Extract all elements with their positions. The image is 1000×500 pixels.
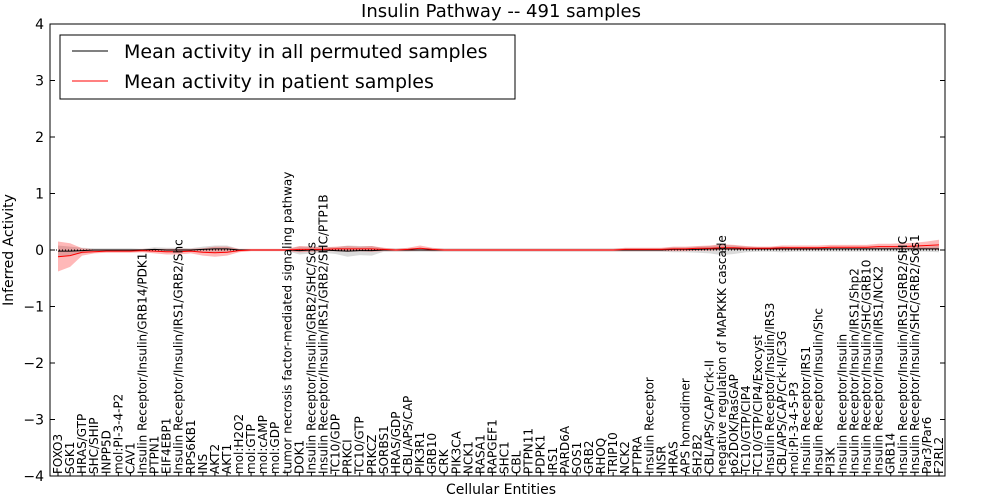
x-tick-label: SGK1 (63, 442, 77, 474)
x-tick-label: RAPGEF1 (486, 419, 500, 474)
x-tick-label: GRB2 (582, 440, 596, 474)
x-tick-label: mol:GTP (244, 424, 258, 474)
series-lines (57, 244, 940, 258)
x-tick-label: p62DOK/RasGAP (727, 374, 741, 474)
x-tick-label: Insulin Receptor/Insulin/IRS1/GRB2/SHC/P… (317, 194, 331, 474)
x-tick-label: Insulin Receptor/Insulin (836, 334, 850, 474)
y-tick-labels: −4 −3 −2 −1 0 1 2 3 4 (23, 17, 44, 485)
x-tick-label: INS (196, 454, 210, 474)
x-tick-label: TC10/GDP (329, 414, 343, 475)
x-tick-label: mol:PI-3-4-5-P3 (787, 382, 801, 474)
y-tick-label: −4 (23, 469, 44, 485)
x-tick-label: FOXO3 (51, 434, 65, 474)
x-tick-label: AKT1 (220, 444, 234, 474)
x-tick-label: RASA1 (473, 434, 487, 474)
x-tick-label: RPS6KB1 (184, 419, 198, 474)
x-tick-label: CBL/APS/CAP/Crk-II (703, 360, 717, 474)
x-tick-label: Insulin Receptor (642, 377, 656, 474)
x-tick-label: AKT2 (208, 444, 222, 474)
plot-frame (49, 23, 946, 477)
y-tick-label: 2 (35, 130, 44, 146)
x-tick-label: CBL (510, 450, 524, 474)
x-tick-label: SOS1 (570, 442, 584, 474)
y-tick-label: 0 (35, 243, 44, 259)
x-tick-label: Par3/Par6 (920, 417, 934, 474)
x-tick-label: Insulin Receptor/Insulin/GRB2/SHC/Sos (304, 242, 318, 474)
x-tick-labels: FOXO3SGK1HRAS/GTPSHC/SHIPINPP5Dmol:PI-3-… (51, 172, 946, 475)
x-tick-label: IRS1 (546, 447, 560, 474)
x-tick-label: NCK1 (461, 441, 475, 474)
band-patient (58, 239, 939, 272)
x-tick-label: SORBS1 (377, 425, 391, 474)
x-tick-label: mol:H2O2 (232, 414, 246, 474)
x-tick-label: EIF4EBP1 (160, 418, 174, 474)
x-tick-label: PDPK1 (534, 435, 548, 474)
x-tick-label: GRB14 (884, 433, 898, 474)
x-tick-label: TC10/GTP/CIP4 (739, 385, 753, 475)
x-tick-label: PTPN1 (148, 436, 162, 474)
y-tick-label: 4 (35, 17, 44, 33)
legend-label-permuted: Mean activity in all permuted samples (124, 41, 487, 63)
x-tick-label: HRAS/GTP (75, 414, 89, 474)
x-tick-label: PARD6A (558, 425, 572, 474)
legend: Mean activity in all permuted samples Me… (59, 34, 516, 100)
x-tick-label: CAV1 (123, 442, 137, 474)
x-tick-label: SHC1 (498, 441, 512, 474)
y-tick-label: −2 (23, 356, 44, 372)
x-tick-label: DOK1 (292, 440, 306, 474)
x-tick-label: RHOQ (594, 438, 608, 474)
x-tick-label: INPP5D (99, 430, 113, 474)
x-tick-label: TC10/GTP (353, 416, 367, 475)
x-tick-label: tumor necrosis factor-mediated signaling… (280, 172, 294, 474)
x-tick-label: PRKCI (341, 439, 355, 474)
x-tick-label: Insulin Receptor/IRS1 (799, 346, 813, 474)
x-tick-label: Insulin Receptor/Insulin/IRS1/Shp2 (848, 268, 862, 474)
x-tick-label: Insulin Receptor/Insulin/GRB14/PDK1 (136, 253, 150, 474)
x-tick-label: SH2B2 (691, 434, 705, 474)
x-tick-label: CBL/APS/CAP/Crk-II/C3G (775, 331, 789, 474)
x-tick-label: mol:cAMP (256, 415, 270, 474)
x-tick-label: negative regulation of MAPKKK cascade (715, 235, 729, 474)
x-tick-label: CRK (437, 448, 451, 474)
y-tick-label: 3 (35, 74, 44, 90)
x-tick-label: Insulin Receptor/Insulin/IRS1/GRB2/SHC (896, 236, 910, 474)
x-tick-label: Insulin Receptor/Insulin/Shc (811, 308, 825, 474)
x-tick-label: SHC/SHIP (87, 418, 101, 474)
x-tick-label: F2RL2 (932, 437, 946, 474)
x-tick-label: PTPN11 (522, 428, 536, 474)
legend-box (59, 34, 516, 100)
x-tick-label: GRB10 (425, 433, 439, 474)
x-tick-label: mol:PI-3-4-P2 (111, 394, 125, 474)
x-tick-label: PIK3CA (449, 430, 463, 474)
legend-label-patient: Mean activity in patient samples (124, 71, 434, 93)
y-tick-label: 1 (35, 187, 44, 203)
x-tick-label: TRIP10 (606, 432, 620, 475)
x-tick-label: Insulin Receptor/Insulin/SHC/GRB2/Sos1 (908, 234, 922, 474)
x-tick-label: HRAS (667, 441, 681, 474)
x-axis-label: Cellular Entities (446, 482, 556, 498)
x-tick-label: INSR (654, 446, 668, 474)
y-tick-label: −1 (23, 300, 44, 316)
chart-title: Insulin Pathway -- 491 samples (361, 1, 641, 22)
x-tick-label: TC10/GTP/CIP4/Exocyst (751, 335, 765, 475)
x-tick-label: HRAS/GDP (389, 411, 403, 474)
y-tick-label: −3 (23, 413, 44, 429)
x-tick-label: CBL/APS/CAP (401, 396, 415, 474)
x-tick-label: Insulin Receptor/Insulin/IRS1/GRB2/Shc (172, 239, 186, 474)
x-tick-label: Insulin Receptor/Insulin/IRS3 (763, 303, 777, 474)
x-tick-label: PIK3R1 (413, 432, 427, 474)
x-tick-label: Insulin Receptor/Insulin/SHC/GRB10 (860, 260, 874, 474)
x-tick-label: PRKCZ (365, 435, 379, 474)
series-line-patient (57, 244, 940, 258)
x-tick-label: APS homodimer (679, 378, 693, 474)
y-axis-label: Inferred Activity (1, 194, 17, 306)
confidence-bands (58, 239, 939, 272)
x-tick-label: PTPRA (630, 435, 644, 474)
x-tick-label: NCK2 (618, 441, 632, 474)
x-tick-label: PI3K (823, 447, 837, 474)
x-tick-label: Insulin Receptor/Insulin/IRS1/NCK2 (872, 266, 886, 474)
x-tick-label: mol:GDP (268, 422, 282, 474)
